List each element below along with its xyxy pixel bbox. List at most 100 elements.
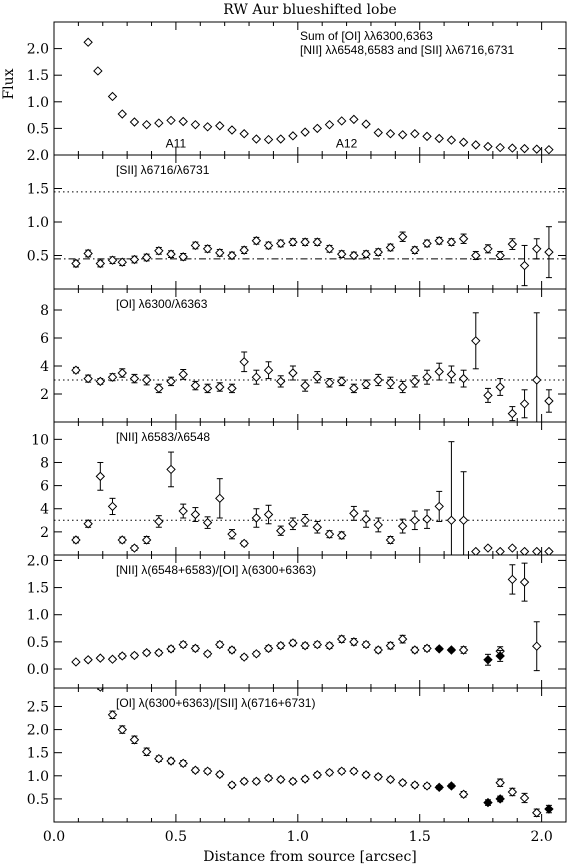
data-point (202, 517, 213, 528)
data-point (434, 133, 444, 144)
data-point (446, 135, 457, 145)
data-point (215, 382, 225, 392)
data-point (519, 260, 530, 271)
data-point (495, 546, 505, 555)
data-point (507, 143, 518, 153)
data-point (507, 543, 518, 553)
data-point (361, 379, 371, 389)
data-point (178, 758, 188, 769)
data-point (458, 373, 469, 384)
data-point (483, 244, 493, 254)
data-point (83, 248, 93, 259)
y-tick-label: 2.0 (27, 723, 49, 739)
data-point (154, 648, 164, 658)
data-point (361, 639, 371, 650)
data-point (458, 234, 469, 244)
data-point (107, 372, 118, 382)
annotation: A11 (166, 136, 187, 150)
data-point (422, 372, 432, 382)
data-point (178, 252, 188, 262)
data-point (190, 240, 201, 251)
data-point (129, 254, 140, 265)
panel-data (71, 226, 554, 287)
data-point (495, 250, 505, 261)
data-point (276, 774, 286, 785)
panel-label: [SII] λ6716/λ6731 (116, 163, 210, 177)
data-point (397, 382, 408, 392)
data-point (71, 258, 81, 269)
data-point (227, 383, 237, 394)
data-point (117, 368, 127, 378)
data-point (166, 376, 176, 387)
data-point (532, 641, 542, 651)
data-point (251, 134, 262, 144)
data-point (349, 637, 359, 647)
data-point (519, 577, 530, 587)
data-point (154, 246, 164, 256)
panel-label: [NII] λλ6548,6583 and [SII] λλ6716,6731 (300, 43, 514, 57)
data-point (239, 357, 249, 367)
x-tick-label: 1.5 (409, 829, 431, 845)
data-point (422, 131, 432, 142)
annotation: A12 (336, 136, 358, 150)
y-tick-label: 2 (40, 387, 49, 403)
panel-label: [NII] λ(6548+6583)/[OI] λ(6300+6363) (116, 563, 316, 577)
y-tick-label: 1.5 (27, 746, 49, 762)
panel-frame (53, 687, 567, 823)
data-point (458, 789, 469, 799)
data-point-filled (495, 651, 505, 661)
data-point (215, 639, 225, 650)
data-point (434, 236, 444, 246)
y-tick-label: 0.0 (27, 662, 49, 678)
data-point (519, 546, 530, 555)
data-point (239, 652, 249, 662)
data-point (190, 509, 201, 520)
data-point (154, 516, 164, 527)
data-point (71, 657, 81, 667)
data-point (117, 257, 127, 267)
data-point (154, 753, 164, 764)
data-point (446, 369, 457, 380)
y-tick-label: 6 (40, 331, 49, 347)
data-point (190, 380, 201, 391)
y-tick-label: 2.0 (27, 148, 49, 164)
data-point-filled (446, 781, 457, 791)
data-point (385, 129, 396, 139)
data-point (458, 137, 469, 147)
data-point-filled (544, 804, 554, 814)
y-tick-label: 8 (40, 303, 49, 319)
data-point (495, 382, 505, 392)
data-point-filled (495, 794, 505, 804)
chart-title: RW Aur blueshifted lobe (223, 2, 396, 18)
data-point (107, 255, 118, 265)
panel-sii: 0.5 1.0 1.5 2.0 [SII] λ6716/λ6731 (27, 148, 567, 290)
panel-label: Sum of [OI] λλ6300,6363 (300, 29, 433, 43)
data-point (324, 529, 335, 539)
data-point (312, 123, 323, 134)
data-point (349, 250, 359, 261)
data-point (215, 493, 225, 504)
data-point (96, 688, 105, 692)
data-point (373, 375, 383, 385)
data-point (324, 378, 335, 388)
data-point (336, 376, 347, 387)
y-tick-label: 1.0 (27, 769, 49, 785)
data-point (397, 232, 408, 242)
data-point (446, 515, 457, 526)
data-point (178, 506, 188, 516)
data-point (422, 238, 432, 249)
data-point (129, 650, 140, 661)
data-point (83, 373, 93, 384)
data-point (239, 129, 249, 139)
data-point (495, 142, 505, 153)
data-point (397, 521, 408, 531)
x-tick-label: 2.0 (530, 829, 552, 845)
data-point (263, 240, 274, 251)
data-point (471, 336, 481, 346)
panel-label: [NII] λ6583/λ6548 (116, 430, 210, 444)
data-point (215, 121, 225, 131)
panel-data (96, 688, 554, 818)
y-tick-label: 10 (31, 432, 49, 448)
data-point (410, 376, 420, 387)
data-point (385, 774, 396, 785)
